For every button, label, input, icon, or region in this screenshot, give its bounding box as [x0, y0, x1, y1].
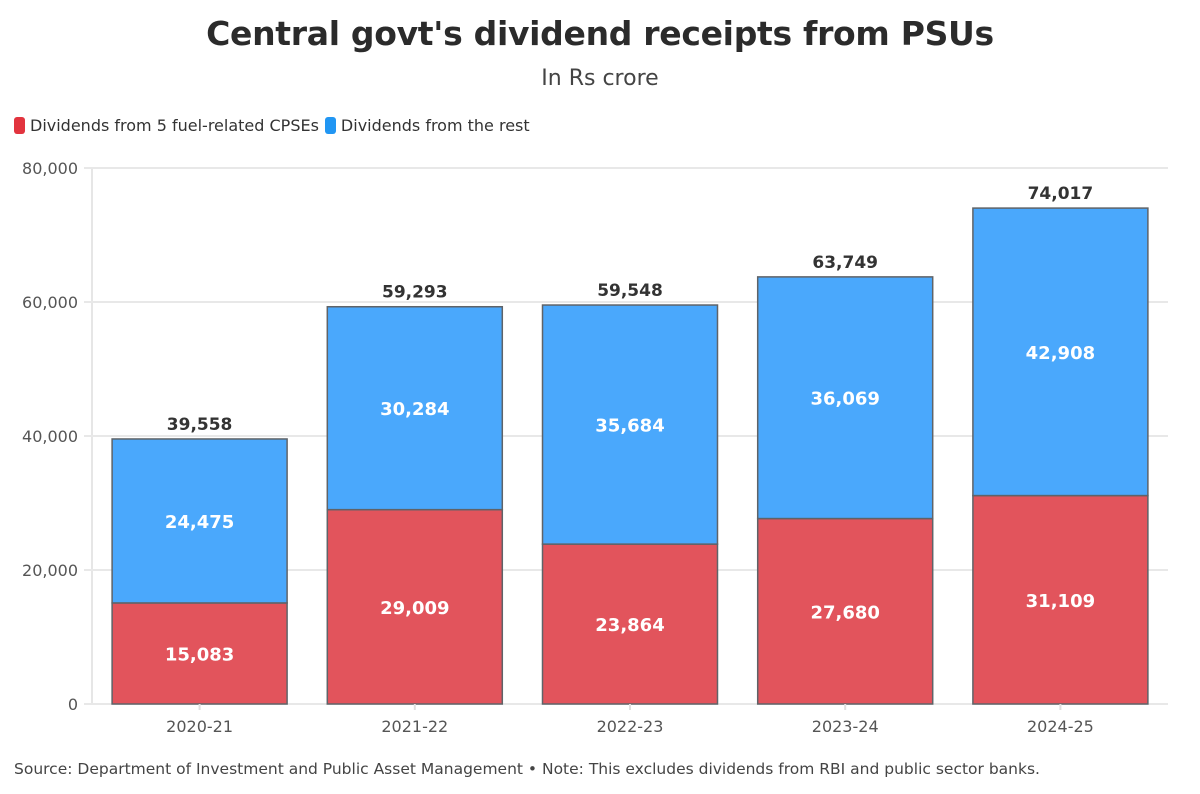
legend-swatch-rest	[324, 117, 336, 134]
bar-segment-fuel	[111, 602, 288, 705]
legend-label-rest: Dividends from the rest	[340, 116, 530, 135]
legend-item-fuel[interactable]: Dividends from 5 fuel-related CPSEs	[14, 116, 319, 135]
bar-segment-rest	[111, 438, 288, 604]
x-tick-label: 2020-21	[166, 717, 233, 736]
legend-item-rest[interactable]: Dividends from the rest	[324, 116, 530, 135]
data-label-rest: 24,475	[165, 512, 234, 533]
bar-segment-rest	[756, 276, 934, 520]
y-tick-label: 80,000	[22, 159, 78, 178]
bar-segment-rest	[326, 305, 504, 511]
data-label-rest: 42,908	[1026, 343, 1095, 364]
y-tick-label: 0	[68, 695, 78, 714]
y-tick-label: 20,000	[22, 561, 78, 580]
x-tick-label: 2023-24	[812, 717, 879, 736]
data-label-rest: 30,284	[380, 399, 449, 420]
data-label-fuel: 15,083	[165, 644, 234, 665]
data-label-fuel: 29,009	[380, 598, 449, 619]
bar-segment-rest	[972, 207, 1149, 497]
total-label: 74,017	[1028, 184, 1094, 204]
data-label-fuel: 23,864	[595, 615, 664, 636]
total-label: 63,749	[812, 253, 878, 273]
chart-subtitle: In Rs crore	[541, 66, 659, 91]
legend: Dividends from 5 fuel-related CPSEs Divi…	[14, 116, 536, 135]
data-label-fuel: 31,109	[1026, 591, 1095, 612]
source-note: Source: Department of Investment and Pub…	[14, 760, 1040, 778]
legend-swatch-fuel	[14, 117, 25, 134]
bar-segment-fuel	[756, 517, 934, 705]
data-label-fuel: 27,680	[810, 602, 879, 623]
total-label: 59,548	[597, 281, 663, 301]
data-label-rest: 35,684	[595, 416, 664, 437]
data-label-rest: 36,069	[810, 389, 879, 410]
y-tick-label: 60,000	[22, 293, 78, 312]
total-label: 59,293	[382, 283, 448, 303]
chart-title: Central govt's dividend receipts from PS…	[206, 14, 994, 53]
x-axis: 2020-21 2021-22 2022-23 2023-24 2024-25	[166, 704, 1094, 736]
bar-segment-rest	[541, 304, 719, 545]
bars: 15,083 24,475 39,558 29,009 30,284 59,293 23,8…	[111, 184, 1149, 705]
legend-label-fuel: Dividends from 5 fuel-related CPSEs	[30, 116, 319, 135]
total-label: 39,558	[167, 415, 233, 435]
bar-segment-fuel	[972, 494, 1149, 705]
y-axis: 0 20,000 40,000 60,000 80,000	[22, 159, 78, 714]
x-tick-label: 2021-22	[381, 717, 448, 736]
bar-segment-fuel	[541, 543, 719, 705]
y-tick-label: 40,000	[22, 427, 78, 446]
x-tick-label: 2022-23	[597, 717, 664, 736]
x-tick-label: 2024-25	[1027, 717, 1094, 736]
